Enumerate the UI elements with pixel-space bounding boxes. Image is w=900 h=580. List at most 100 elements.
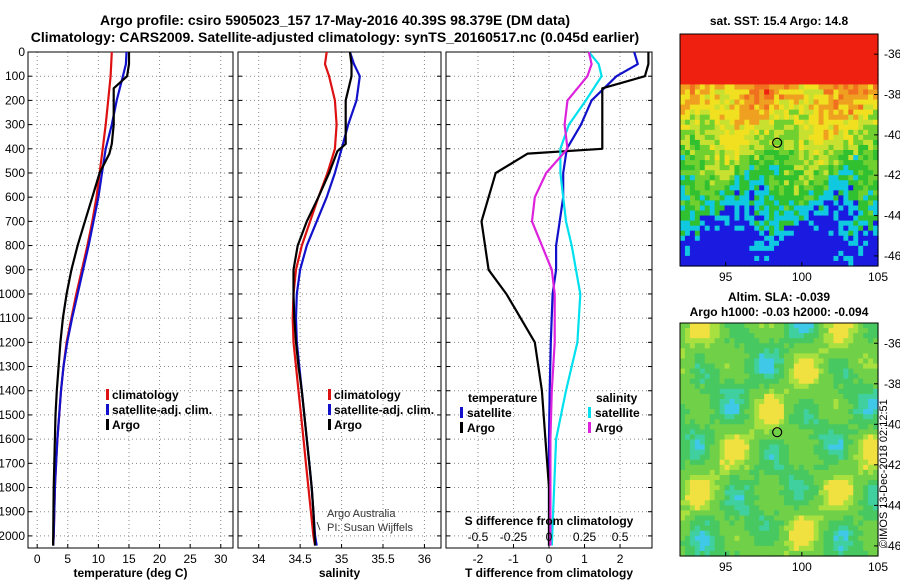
map-cell bbox=[754, 144, 760, 151]
map-cell bbox=[798, 99, 805, 106]
map-cell bbox=[833, 343, 839, 349]
map-cell bbox=[818, 64, 825, 70]
map-cell bbox=[754, 333, 760, 339]
map-cell bbox=[680, 165, 686, 171]
map-cell bbox=[858, 240, 864, 247]
map-cell bbox=[729, 49, 736, 55]
map-cell bbox=[833, 500, 839, 506]
map-cell bbox=[749, 225, 755, 232]
map-cell bbox=[868, 245, 874, 252]
map-cell bbox=[808, 525, 815, 532]
map-cell bbox=[714, 535, 721, 542]
map-cell bbox=[739, 59, 745, 65]
map-cell bbox=[719, 414, 726, 420]
map-cell bbox=[823, 363, 830, 370]
map-cell bbox=[823, 323, 830, 329]
map-cell bbox=[680, 94, 686, 101]
map-cell bbox=[838, 235, 844, 242]
map-cell bbox=[719, 343, 726, 349]
map-cell bbox=[848, 510, 854, 517]
map-cell bbox=[729, 454, 736, 461]
map-cell bbox=[793, 59, 800, 65]
map-cell bbox=[759, 545, 765, 552]
map-cell bbox=[684, 434, 691, 441]
map-cell bbox=[788, 210, 795, 217]
map-cell bbox=[779, 195, 785, 202]
map-cell bbox=[774, 485, 780, 491]
map-cell bbox=[749, 134, 755, 141]
map-cell bbox=[739, 323, 745, 329]
map-cell bbox=[699, 540, 706, 547]
map-cell bbox=[729, 190, 736, 196]
map-cell bbox=[808, 230, 815, 237]
map-cell bbox=[694, 210, 701, 217]
map-cell bbox=[704, 44, 711, 50]
map-cell bbox=[769, 348, 775, 354]
map-cell bbox=[749, 215, 755, 222]
map-cell bbox=[788, 134, 795, 141]
map-cell bbox=[734, 358, 740, 365]
map-cell bbox=[873, 429, 879, 436]
map-cell bbox=[774, 545, 780, 552]
map-cell bbox=[684, 260, 691, 267]
map-cell bbox=[788, 104, 795, 111]
map-cell bbox=[714, 383, 721, 390]
map-cell bbox=[719, 474, 726, 481]
map-cell bbox=[714, 215, 721, 222]
map-cell bbox=[754, 215, 760, 222]
map-cell bbox=[769, 245, 775, 252]
map-cell bbox=[793, 69, 800, 75]
map-cell bbox=[684, 368, 691, 375]
map-cell bbox=[680, 180, 686, 186]
map-cell bbox=[684, 225, 691, 232]
map-cell bbox=[739, 230, 745, 237]
map-cell bbox=[843, 170, 849, 176]
map-cell bbox=[779, 404, 785, 410]
map-cell bbox=[828, 505, 835, 512]
map-cell bbox=[694, 54, 701, 60]
map-cell bbox=[749, 343, 755, 349]
map-cell bbox=[729, 144, 736, 151]
map-cell bbox=[754, 490, 760, 496]
map-cell bbox=[793, 409, 800, 415]
map-cell bbox=[769, 134, 775, 141]
map-cell bbox=[714, 64, 721, 70]
map-cell bbox=[749, 464, 755, 471]
map-cell bbox=[759, 79, 765, 86]
map-cell bbox=[714, 180, 721, 186]
map-cell bbox=[709, 530, 716, 537]
map-cell bbox=[764, 434, 770, 441]
map-cell bbox=[749, 495, 755, 501]
map-cell bbox=[783, 393, 790, 400]
map-cell bbox=[729, 84, 736, 91]
map-cell bbox=[853, 220, 859, 227]
map-cell bbox=[779, 535, 785, 542]
depth-tick-label: 2000 bbox=[0, 529, 25, 543]
map-cell bbox=[848, 388, 854, 395]
map-cell bbox=[680, 144, 686, 151]
map-cell bbox=[759, 175, 765, 181]
map-cell bbox=[808, 170, 815, 176]
map-cell bbox=[863, 419, 869, 425]
map-cell bbox=[858, 545, 864, 552]
map-cell bbox=[764, 134, 770, 141]
map-cell bbox=[699, 485, 706, 491]
map-cell bbox=[694, 124, 701, 131]
map-cell bbox=[863, 89, 869, 96]
map-cell bbox=[863, 195, 869, 202]
map-cell bbox=[744, 210, 750, 217]
credit-annotation: PI: Susan Wijffels bbox=[327, 522, 413, 534]
map-cell bbox=[714, 525, 721, 532]
map-cell bbox=[769, 459, 775, 466]
map-cell bbox=[744, 474, 750, 481]
map-cell bbox=[734, 230, 740, 237]
map-cell bbox=[759, 485, 765, 491]
map-cell bbox=[823, 358, 830, 365]
map-cell bbox=[788, 190, 795, 196]
map-cell bbox=[838, 180, 844, 186]
x-tick-label: 0 bbox=[34, 552, 41, 566]
map-cell bbox=[684, 165, 691, 171]
map-cell bbox=[873, 215, 879, 222]
map-cell bbox=[689, 255, 696, 262]
map-cell bbox=[719, 205, 726, 212]
